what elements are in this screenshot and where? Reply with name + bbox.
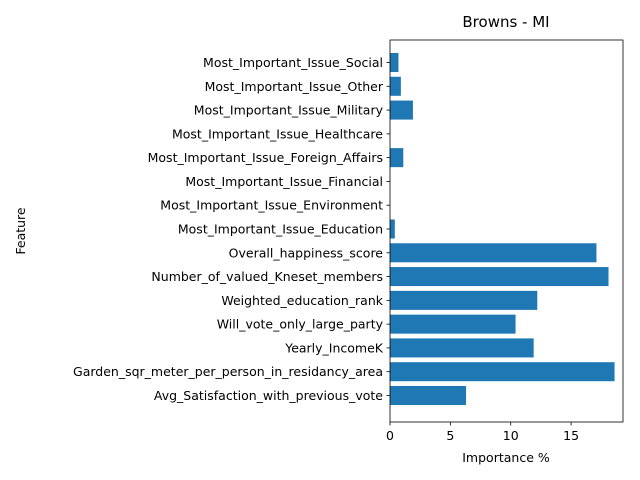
bar (390, 76, 401, 96)
x-axis-ticks: 0 5 10 15 (386, 422, 579, 443)
y-tick-label: Most_Important_Issue_Foreign_Affairs (148, 150, 383, 165)
bar (390, 385, 467, 406)
y-tick-label: Avg_Satisfaction_with_previous_vote (154, 388, 383, 403)
bar (390, 219, 395, 239)
y-tick-label: Most_Important_Issue_Social (203, 55, 383, 70)
x-tick-label: 5 (446, 428, 454, 443)
x-tick-label: 15 (563, 428, 579, 443)
bars-group (390, 52, 615, 406)
bar (390, 148, 404, 168)
y-tick-label: Weighted_education_rank (221, 293, 383, 308)
y-tick-label: Most_Important_Issue_Healthcare (172, 126, 383, 141)
x-tick-label: 0 (386, 428, 394, 443)
bar (390, 100, 413, 120)
chart-title: Browns - MI (462, 13, 549, 31)
bar (390, 267, 609, 287)
y-tick-label: Most_Important_Issue_Education (178, 222, 383, 237)
bar (390, 52, 399, 73)
y-tick-label: Garden_sqr_meter_per_person_in_residancy… (73, 364, 383, 379)
bar (390, 290, 538, 310)
y-tick-label: Most_Important_Issue_Military (194, 103, 384, 118)
x-tick-label: 10 (503, 428, 519, 443)
bar (390, 338, 534, 358)
y-axis-ticks: Avg_Satisfaction_with_previous_vote Garde… (73, 55, 390, 403)
y-tick-label: Will_vote_only_large_party (217, 317, 384, 332)
y-tick-label: Number_of_valued_Kneset_members (151, 269, 383, 284)
x-axis-label: Importance % (462, 450, 550, 465)
y-tick-label: Most_Important_Issue_Environment (160, 198, 383, 213)
bar (390, 314, 516, 334)
plot-frame (389, 39, 624, 423)
y-tick-label: Most_Important_Issue_Other (205, 79, 384, 94)
y-tick-label: Overall_happiness_score (229, 245, 384, 260)
bar (390, 362, 615, 382)
y-axis-label: Feature (13, 207, 28, 255)
y-tick-label: Yearly_IncomeK (284, 340, 384, 355)
bar (390, 243, 597, 263)
y-tick-label: Most_Important_Issue_Financial (185, 174, 383, 189)
